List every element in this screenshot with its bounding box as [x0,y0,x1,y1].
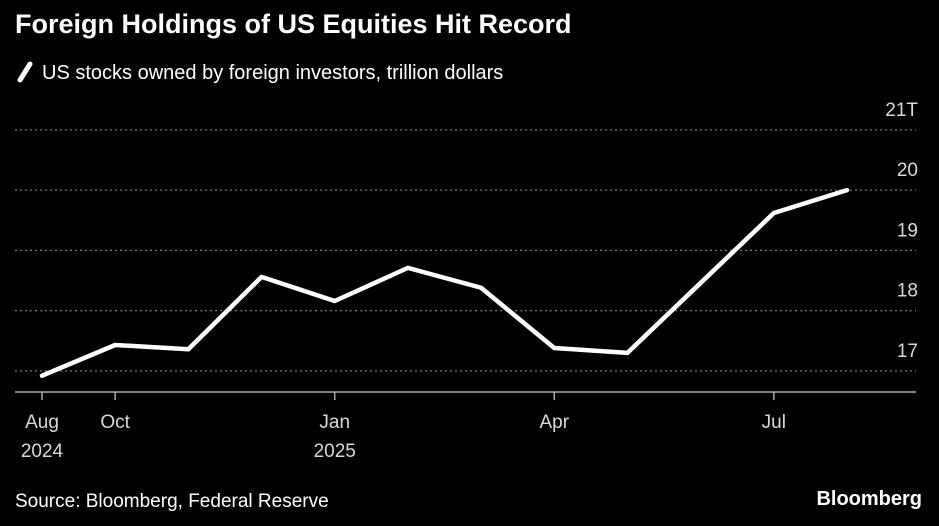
legend-label: US stocks owned by foreign investors, tr… [42,62,503,84]
y-tick-label: 17 [897,341,918,362]
x-tick-label: Apr [539,412,569,433]
x-tick-label: Aug [25,412,59,433]
y-tick-label: 19 [897,220,918,241]
legend-swatch [17,61,33,83]
brand: Bloomberg [816,488,922,510]
y-tick-label: 21T [885,100,918,121]
line [39,187,850,378]
chart-title: Foreign Holdings of US Equities Hit Reco… [15,9,572,39]
x-tick-sublabel: 2025 [314,441,356,462]
x-tick-sublabel: 2024 [21,441,64,462]
x-tick-label: Oct [100,412,130,433]
source: Source: Bloomberg, Federal Reserve [15,491,329,512]
x-tick-label: Jan [319,412,350,433]
x-tick-label: Jul [762,412,786,433]
y-tick-label: 20 [897,160,918,181]
y-tick-label: 18 [897,281,918,302]
